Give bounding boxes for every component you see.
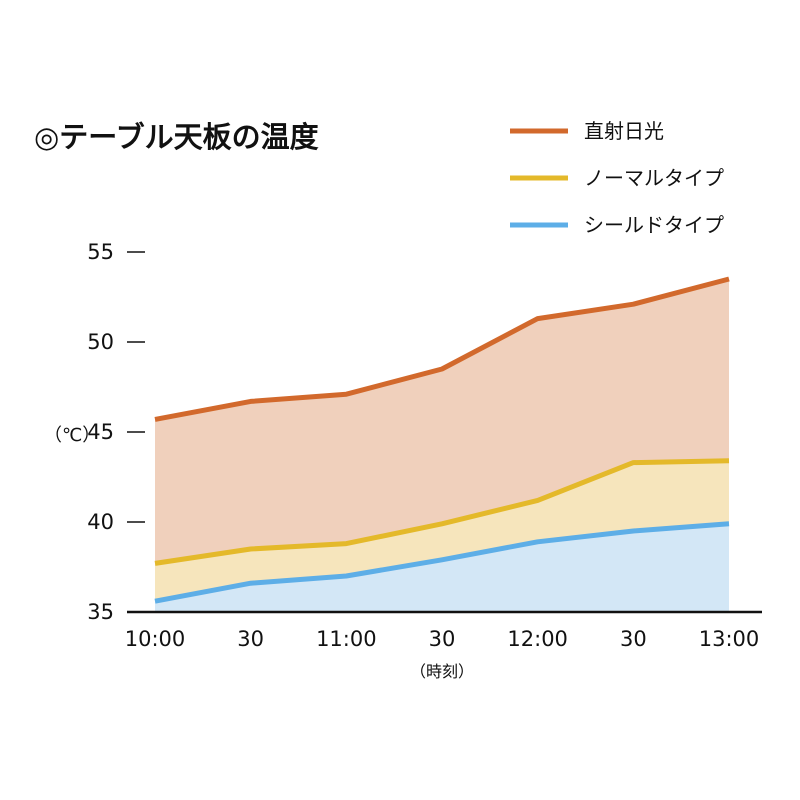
area-fills xyxy=(155,279,729,612)
x-tick-label: 30 xyxy=(620,627,647,651)
series-3-line xyxy=(154,521,730,604)
axes: 35 40 45 50 55 10:00 30 11:00 30 12:00 30 13:00 xyxy=(87,240,762,651)
y-tick-label-40: 40 xyxy=(87,510,114,534)
y-tick-label-50: 50 xyxy=(87,330,114,354)
x-axis-label: （時刻） xyxy=(410,662,474,681)
series-1-line xyxy=(154,276,730,422)
x-tick-label: 13:00 xyxy=(699,627,760,651)
y-tick-label-45: 45 xyxy=(87,420,114,444)
y-tick-label-55: 55 xyxy=(87,240,114,264)
series-3-legend-label: シールドタイプ xyxy=(584,213,724,237)
y-tick-label-35: 35 xyxy=(87,600,114,624)
series-lines xyxy=(154,276,730,604)
x-tick-label: 12:00 xyxy=(507,627,568,651)
x-tick-label: 30 xyxy=(237,627,264,651)
series-2-legend-label: ノーマルタイプ xyxy=(584,166,724,190)
series-2-line xyxy=(154,458,730,566)
y-axis-label: （℃） xyxy=(44,425,100,446)
x-tick-label: 11:00 xyxy=(316,627,377,651)
x-tick-label: 30 xyxy=(429,627,456,651)
series-3-area xyxy=(155,523,729,612)
x-tick-label: 10:00 xyxy=(125,627,186,651)
series-1-legend-label: 直射日光 xyxy=(584,119,664,143)
chart-title: ◎テーブル天板の温度 xyxy=(34,120,319,154)
